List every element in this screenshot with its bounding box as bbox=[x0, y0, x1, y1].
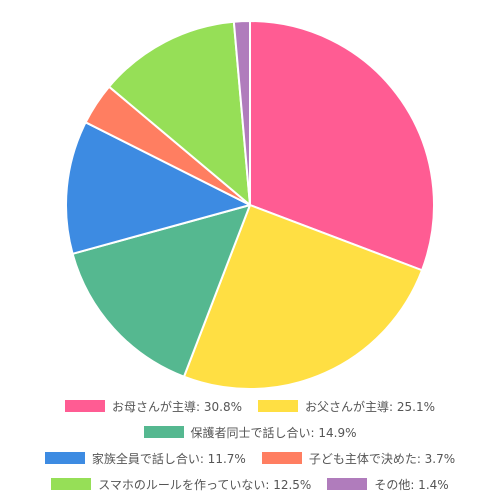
legend-label: 保護者同士で話し合い: 14.9% bbox=[190, 425, 357, 440]
legend-swatch bbox=[51, 478, 92, 490]
legend-item-father-led[interactable]: お父さんが主導: 25.1% bbox=[258, 398, 435, 415]
legend-item-guardians-discussion[interactable]: 保護者同士で話し合い: 14.9% bbox=[143, 424, 357, 441]
legend-row: 保護者同士で話し合い: 14.9% bbox=[0, 419, 500, 445]
legend-swatch bbox=[143, 426, 184, 438]
legend-item-other[interactable]: その他: 1.4% bbox=[327, 476, 449, 493]
legend-label: お母さんが主導: 30.8% bbox=[112, 399, 242, 414]
pie-chart-plot bbox=[65, 20, 435, 390]
pie-slice-5[interactable] bbox=[108, 20, 251, 206]
legend-row: 家族全員で話し合い: 11.7% 子ども主体で決めた: 3.7% bbox=[0, 445, 500, 471]
legend-row: スマホのルールを作っていない: 12.5% その他: 1.4% bbox=[0, 471, 500, 497]
legend-item-mother-led[interactable]: お母さんが主導: 30.8% bbox=[65, 398, 242, 415]
legend-row: お母さんが主導: 30.8% お父さんが主導: 25.1% bbox=[0, 393, 500, 419]
legend-item-family-discussion[interactable]: 家族全員で話し合い: 11.7% bbox=[44, 450, 246, 467]
legend-label: スマホのルールを作っていない: 12.5% bbox=[98, 477, 312, 492]
legend-item-child-decided[interactable]: 子ども主体で決めた: 3.7% bbox=[261, 450, 456, 467]
legend-swatch bbox=[327, 478, 368, 490]
legend-label: 家族全員で話し合い: 11.7% bbox=[91, 451, 246, 466]
legend-swatch bbox=[261, 452, 302, 464]
legend-swatch bbox=[65, 400, 106, 412]
legend-label: その他: 1.4% bbox=[374, 477, 449, 492]
legend-swatch bbox=[258, 400, 298, 412]
legend-label: 子ども主体で決めた: 3.7% bbox=[308, 451, 456, 466]
pie-slice-3[interactable] bbox=[65, 121, 251, 255]
pie-slice-6[interactable] bbox=[232, 20, 251, 206]
legend-item-no-rules[interactable]: スマホのルールを作っていない: 12.5% bbox=[51, 476, 311, 493]
legend-swatch bbox=[44, 452, 85, 464]
pie-slice-2[interactable] bbox=[71, 204, 251, 378]
pie-slice-0[interactable] bbox=[249, 20, 435, 272]
pie-slice-1[interactable] bbox=[182, 204, 424, 390]
legend-label: お父さんが主導: 25.1% bbox=[305, 399, 435, 414]
chart-legend: お母さんが主導: 30.8% お父さんが主導: 25.1% 保護者同士で話し合い… bbox=[0, 393, 500, 497]
